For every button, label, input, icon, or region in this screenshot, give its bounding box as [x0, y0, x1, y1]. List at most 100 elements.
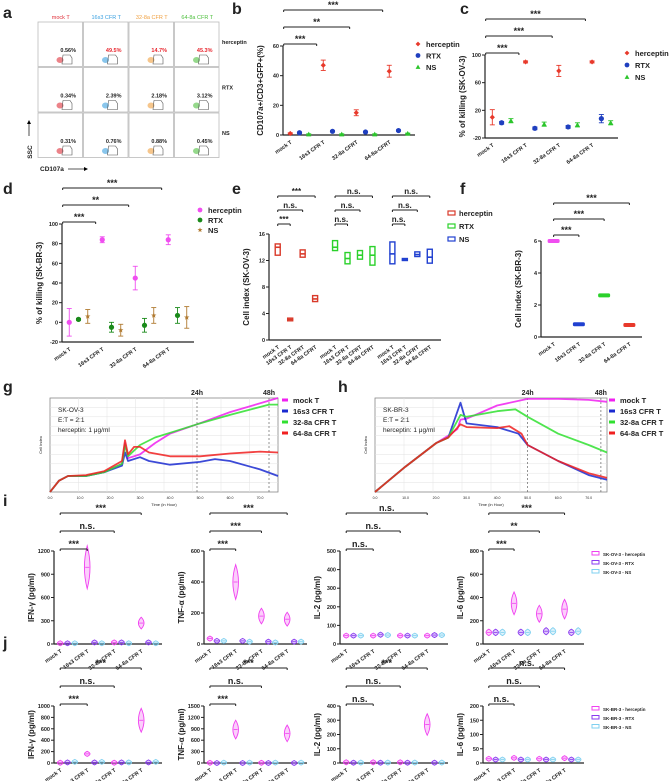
gate: [61, 100, 73, 110]
data-point: [372, 131, 378, 137]
chart-j-il2: 0 100 200 300 400 IL-2 (pg/ml) mock T 16s3 CFR …: [313, 658, 448, 781]
y-tick-label: 100: [49, 222, 58, 228]
row-label: RTX: [222, 86, 233, 92]
data-point: [85, 313, 91, 319]
significance-label: **: [313, 17, 321, 27]
gate-percentage: 14.7%: [151, 48, 167, 54]
data-point: [362, 129, 369, 135]
legend-label: herceptin: [426, 40, 460, 49]
y-axis-label: IFN-γ (pg/ml): [27, 573, 36, 622]
cell-population: [147, 148, 155, 154]
legend-label: RTX: [459, 222, 474, 231]
gate-percentage: 0.88%: [151, 139, 167, 145]
y-tick-label: 0: [534, 335, 537, 341]
time-marker-label: 48h: [263, 390, 275, 397]
y-tick-label: 800: [41, 715, 50, 721]
data-point: [624, 50, 630, 56]
legend-label: NS: [459, 235, 469, 244]
cell-population: [193, 148, 200, 154]
significance-label: n.s.: [79, 676, 95, 686]
x-tick-label: 64-8a CFR T: [261, 767, 291, 781]
y-tick-label: 100: [472, 53, 481, 59]
y-tick-label: 100: [327, 747, 336, 753]
cell-population: [147, 57, 155, 63]
data-point: [598, 116, 604, 122]
x-tick-label: 16s3 CFR T: [501, 142, 530, 164]
data-bar: [623, 323, 636, 327]
y-tick-label: 1200: [38, 549, 50, 555]
y-axis-label: IL-6 (pg/ml): [456, 576, 465, 619]
significance-label: ***: [574, 209, 585, 219]
panel-letter-b: b: [232, 1, 242, 18]
y-tick-label: 60: [475, 81, 481, 87]
data-point: [624, 62, 630, 68]
y-tick-label: 6: [534, 239, 537, 245]
x-tick-label: 32-8a CFR T: [532, 142, 562, 166]
cell-population: [102, 102, 109, 109]
y-tick-label: 200: [327, 605, 336, 611]
data-point: [174, 312, 181, 319]
x-tick-label: 32-8a CFRT: [331, 139, 360, 162]
significance-label: ***: [95, 658, 106, 668]
y-tick-label: -20: [50, 340, 58, 346]
y-tick-label: 600: [41, 596, 50, 602]
x-tick-label: 32-8a CFR T: [513, 767, 543, 781]
y-axis-label: Cell Index: [38, 436, 43, 454]
x-tick-label: 32-8a CFR T: [109, 346, 139, 370]
legend-label: 32-8a CFR T: [620, 418, 664, 427]
x-tick-label: mock T: [53, 346, 73, 362]
x-tick-label: 16s3 CFR T: [298, 139, 327, 161]
chart-i-ifn: 0 300 600 900 1200 IFN-γ (pg/ml) mock T 16s3 CF…: [27, 503, 162, 672]
data-point: [556, 68, 562, 74]
y-tick-label: 1500: [188, 704, 200, 710]
time-marker-label: 24h: [191, 390, 203, 397]
significance-label: ***: [497, 43, 508, 53]
y-tick-label: 200: [470, 619, 479, 625]
annotation: E:T = 2:1: [58, 417, 85, 424]
y-tick-label: 400: [41, 738, 50, 744]
legend-swatch: [591, 706, 600, 711]
y-tick-label: 600: [191, 549, 200, 555]
legend-label: 64-8a CFR T: [620, 429, 664, 438]
y-tick-label: 300: [191, 750, 200, 756]
y-tick-label: 2: [534, 303, 537, 309]
legend-label: herceptin: [208, 206, 242, 215]
y-tick-label: 600: [41, 727, 50, 733]
x-tick-label: 32-8a CFR T: [374, 767, 404, 781]
legend-label: herceptin: [459, 209, 493, 218]
significance-label: ***: [328, 0, 339, 10]
cell-population: [147, 102, 155, 109]
y-tick-label: 200: [191, 611, 200, 617]
x-tick-label: 40.0: [494, 496, 501, 500]
y-tick-label: 300: [327, 718, 336, 724]
y-tick-label: 0: [47, 761, 50, 767]
data-point: [608, 120, 614, 125]
annotation: SK-BR-3: [383, 407, 409, 414]
legend-swatch: [447, 210, 456, 216]
y-tick-label: 20: [52, 301, 58, 307]
x-tick-label: 16s3 CFR T: [211, 767, 240, 781]
significance-label: ***: [586, 193, 597, 203]
y-tick-label: 20: [273, 103, 279, 109]
chart-c: -20 20 60 100 % of killing (SK-OV-3) mock T 16…: [458, 9, 669, 166]
y-tick-label: 600: [470, 572, 479, 578]
column-header: 16s3 CFR T: [91, 15, 121, 21]
gate-percentage: 0.56%: [60, 48, 76, 54]
x-tick-label: 16s3 CFR T: [348, 767, 377, 781]
y-axis-label: Cell index (SK-OV-3): [242, 248, 251, 326]
data-point: [589, 59, 595, 65]
x-tick-label: 16s3 CFR T: [489, 767, 518, 781]
legend-label: RTX: [426, 52, 441, 61]
significance-label: n.s.: [404, 187, 418, 196]
x-tick-label: 0.0: [373, 496, 378, 500]
y-tick-label: 40: [52, 281, 58, 287]
arrow-head-icon: [27, 120, 31, 124]
significance-label: ***: [95, 503, 106, 513]
significance-label: ***: [521, 503, 532, 513]
x-tick-label: mock T: [473, 648, 493, 664]
x-tick-label: mock T: [44, 648, 64, 664]
significance-label: ***: [68, 694, 79, 704]
significance-label: n.s.: [79, 521, 95, 531]
x-tick-label: 64-8a-CFRT: [364, 139, 393, 162]
